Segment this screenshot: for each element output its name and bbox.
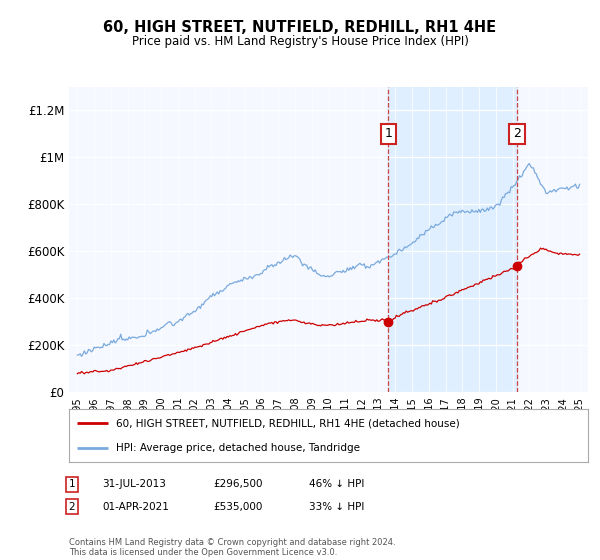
Bar: [388, 87, 517, 392]
Text: Price paid vs. HM Land Registry's House Price Index (HPI): Price paid vs. HM Land Registry's House …: [131, 35, 469, 48]
Text: 46% ↓ HPI: 46% ↓ HPI: [309, 479, 364, 489]
Text: HPI: Average price, detached house, Tandridge: HPI: Average price, detached house, Tand…: [116, 442, 360, 452]
Text: 60, HIGH STREET, NUTFIELD, REDHILL, RH1 4HE (detached house): 60, HIGH STREET, NUTFIELD, REDHILL, RH1 …: [116, 418, 460, 428]
Text: 33% ↓ HPI: 33% ↓ HPI: [309, 502, 364, 512]
Text: 1: 1: [385, 127, 392, 140]
Text: 2: 2: [68, 502, 76, 512]
Text: 1: 1: [68, 479, 76, 489]
Text: £535,000: £535,000: [213, 502, 262, 512]
Text: 31-JUL-2013: 31-JUL-2013: [102, 479, 166, 489]
Text: Contains HM Land Registry data © Crown copyright and database right 2024.
This d: Contains HM Land Registry data © Crown c…: [69, 538, 395, 557]
Text: 01-APR-2021: 01-APR-2021: [102, 502, 169, 512]
Text: 60, HIGH STREET, NUTFIELD, REDHILL, RH1 4HE: 60, HIGH STREET, NUTFIELD, REDHILL, RH1 …: [103, 20, 497, 35]
Text: £296,500: £296,500: [213, 479, 263, 489]
Text: 2: 2: [513, 127, 521, 140]
